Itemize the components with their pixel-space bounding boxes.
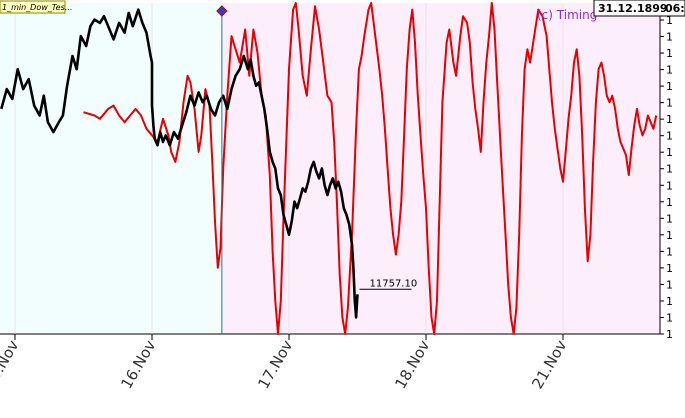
y-tick-label: 1 [666,163,673,176]
y-tick-label: 1 [666,14,673,27]
y-tick-label: 1 [666,64,673,77]
last-price-tag: 11757.10 [359,278,418,290]
y-tick-label: 1 [666,245,673,258]
last-price-label: 11757.10 [370,278,418,289]
instrument-tab[interactable]: 1_min_Dow_Tes... [0,0,72,14]
x-tick-label: 18.Nov [391,337,433,392]
x-tick-label: 16.Nov [117,337,159,392]
y-tick-label: 1 [666,130,673,143]
y-tick-label: 1 [666,179,673,192]
y-tick-label: 1 [666,97,673,110]
y-tick-label: 1 [666,278,673,291]
x-tick-label: 17.Nov [254,337,296,392]
instrument-tab-label: 1_min_Dow_Tes... [2,3,72,12]
y-tick-label: 1 [666,47,673,60]
y-tick-label: 1 [666,146,673,159]
y-tick-label: 1 [666,295,673,308]
price-line [0,8,359,319]
y-tick-label: 1 [666,196,673,209]
y-tick-label: 1 [666,328,673,341]
x-tick-label: 15.Nov [0,337,23,392]
cursor-time: 06: [665,2,685,15]
timing-line [83,2,658,335]
plot-frame [0,0,661,335]
y-tick-label: 1 [666,311,673,324]
copyright-label: (c) Timing [537,8,597,22]
y-tick-label: 1 [666,113,673,126]
cursor-date: 31.12.1899 [598,2,668,15]
cursor-date-box: 31.12.1899 06: [593,0,685,17]
past-zone-background [0,3,222,334]
cursor-marker-icon[interactable] [216,5,228,17]
y-axis: 1 1 1 1 1 1 1 1 1 1 1 1 1 1 1 1 1 1 1 1 [660,14,673,341]
y-tick-label: 1 [666,31,673,44]
y-tick-label: 1 [666,212,673,225]
y-tick-label: 1 [666,262,673,275]
y-tick-label: 1 [666,229,673,242]
x-axis: 15.Nov 16.Nov 17.Nov 18.Nov 21.Nov [0,334,571,392]
x-tick-label: 21.Nov [528,337,570,392]
y-tick-label: 1 [666,80,673,93]
